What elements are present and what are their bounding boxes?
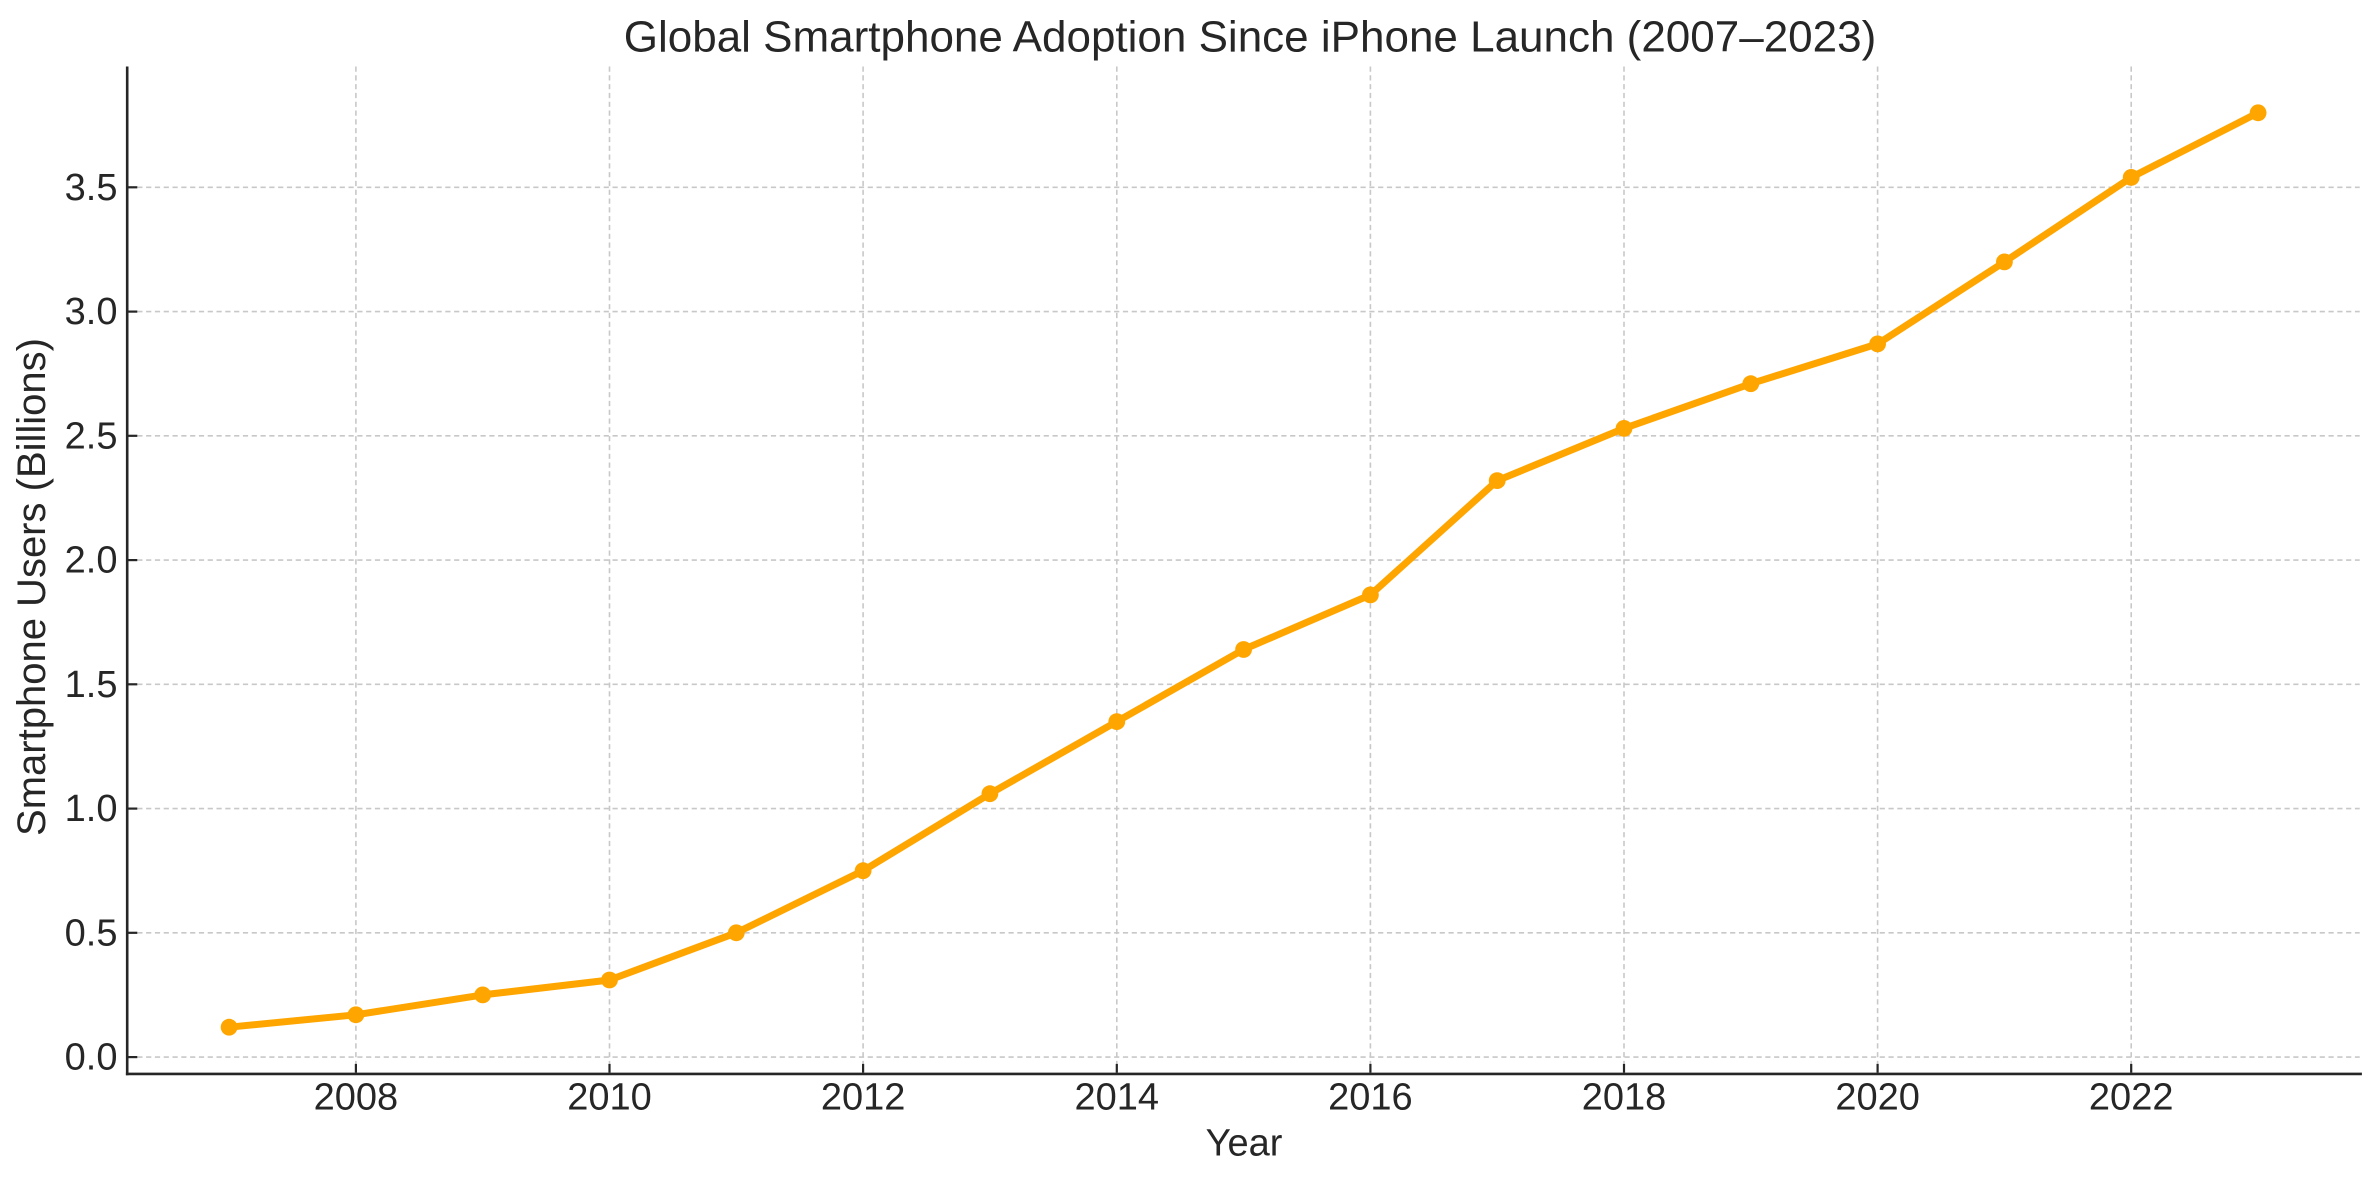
svg-text:2016: 2016 — [1328, 1077, 1413, 1119]
svg-text:2020: 2020 — [1835, 1077, 1920, 1119]
svg-text:3.5: 3.5 — [65, 167, 118, 209]
svg-text:2.0: 2.0 — [65, 540, 118, 582]
svg-text:2018: 2018 — [1582, 1077, 1667, 1119]
svg-text:Smartphone Users (Billions): Smartphone Users (Billions) — [10, 338, 54, 836]
svg-text:1.5: 1.5 — [65, 664, 118, 706]
svg-text:0.5: 0.5 — [65, 912, 118, 954]
svg-text:3.0: 3.0 — [65, 291, 118, 333]
svg-text:2022: 2022 — [2089, 1077, 2174, 1119]
svg-text:2.5: 2.5 — [65, 415, 118, 457]
svg-text:0.0: 0.0 — [65, 1037, 118, 1079]
svg-text:Year: Year — [1206, 1123, 1283, 1165]
svg-text:2010: 2010 — [567, 1077, 652, 1119]
svg-text:1.0: 1.0 — [65, 788, 118, 830]
svg-text:2012: 2012 — [821, 1077, 906, 1119]
svg-text:2008: 2008 — [314, 1077, 399, 1119]
svg-text:2014: 2014 — [1075, 1077, 1160, 1119]
svg-text:Global Smartphone Adoption Sin: Global Smartphone Adoption Since iPhone … — [624, 13, 1876, 62]
